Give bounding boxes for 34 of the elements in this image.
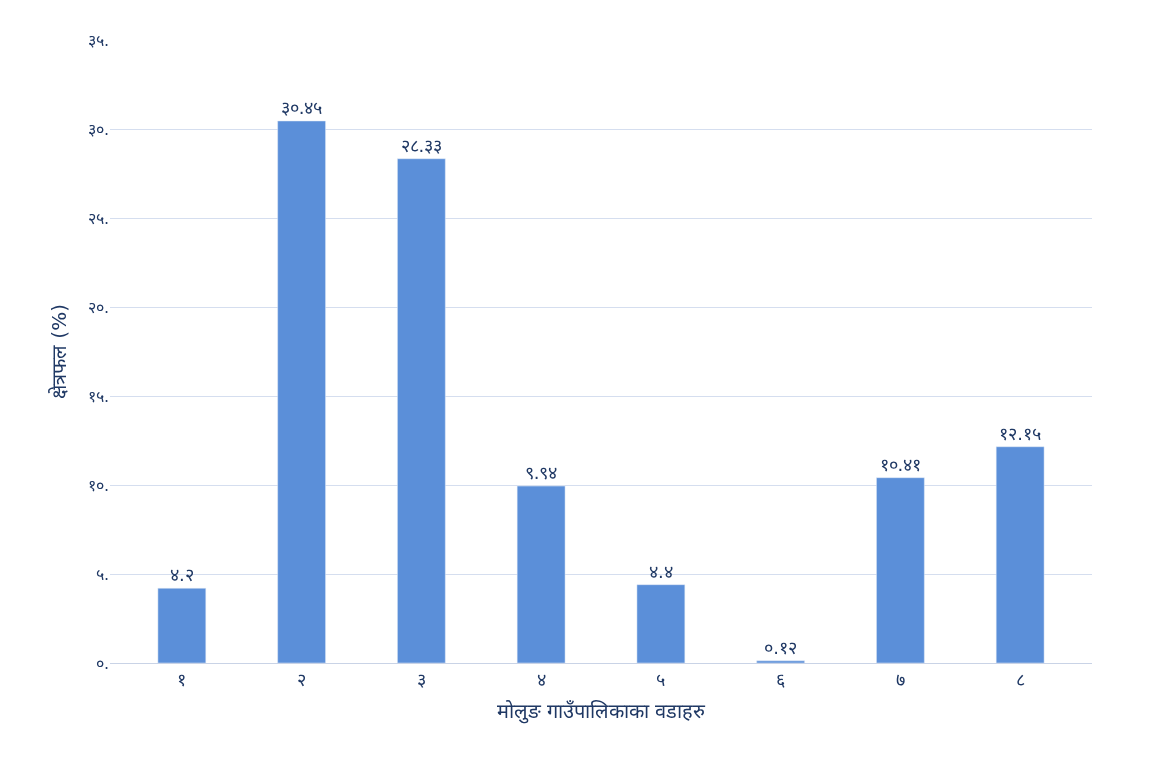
bar <box>397 158 446 663</box>
x-tick-label: ३ <box>416 668 426 690</box>
data-label: ९.९४ <box>524 462 558 484</box>
data-label: १२.१५ <box>999 422 1042 444</box>
y-tick-label: १५. <box>87 386 109 406</box>
x-tick-label: १ <box>177 668 187 690</box>
x-tick-label: ५ <box>656 668 666 690</box>
y-tick-label: ५. <box>95 564 109 584</box>
x-tick-label: ८ <box>1015 668 1025 690</box>
data-label: २८.३३ <box>400 134 443 156</box>
bar <box>516 485 566 663</box>
data-label: १०.४१ <box>879 453 922 475</box>
y-axis-title: क्षेत्रफल (%) <box>47 304 72 399</box>
x-axis-title: मोलुङ गाउँपालिकाका वडाहरु <box>496 699 707 725</box>
bar <box>157 587 207 663</box>
x-tick-label: ४ <box>536 668 546 690</box>
bar <box>636 584 686 663</box>
bar <box>876 477 925 663</box>
data-label: ४.४ <box>649 560 673 582</box>
x-tick-label: ६ <box>776 668 786 690</box>
bar <box>756 660 805 663</box>
y-tick-label: २०. <box>87 297 109 317</box>
y-tick-label: ३५. <box>87 30 109 50</box>
y-tick-label: ३०. <box>87 119 109 139</box>
data-label: ४.२ <box>169 564 194 586</box>
x-tick-label: २ <box>297 668 307 690</box>
data-label: ०.१२ <box>764 636 797 658</box>
data-label: ३०.४५ <box>280 96 323 118</box>
y-tick-label: २५. <box>87 208 109 228</box>
y-tick-label: १०. <box>87 475 109 495</box>
bar <box>277 120 326 663</box>
y-tick-label: ०. <box>95 653 109 673</box>
bar <box>995 446 1045 663</box>
x-tick-label: ७ <box>895 668 905 690</box>
